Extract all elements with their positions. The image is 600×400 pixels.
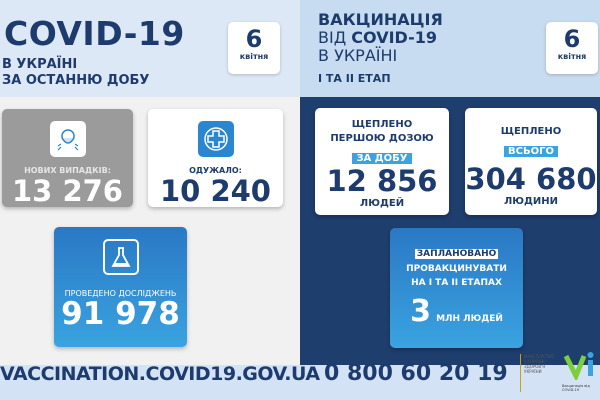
planned-amount: 3 МЛН ЛЮДЕЙ bbox=[390, 294, 523, 329]
recovered-card: ОДУЖАЛО: 10 240 bbox=[148, 109, 283, 207]
tests-card: ПРОВЕДЕНО ДОСЛІДЖЕНЬ 91 978 bbox=[54, 227, 187, 347]
flask-icon bbox=[102, 239, 139, 275]
total-vaccinated-card: ЩЕПЛЕНО ВСЬОГО 304 680 ЛЮДИНИ bbox=[465, 108, 597, 215]
tests-label: ПРОВЕДЕНО ДОСЛІДЖЕНЬ bbox=[64, 289, 177, 298]
date-month: квітня bbox=[239, 52, 269, 61]
date-month: квітня bbox=[557, 52, 587, 61]
total-value: 304 680 bbox=[465, 162, 597, 196]
vacc-title-line3: В УКРАЇНІ bbox=[318, 46, 398, 65]
total-highlight: ВСЬОГО bbox=[504, 146, 558, 157]
new-cases-card: НОВИХ ВИПАДКІВ: 13 276 bbox=[2, 109, 133, 207]
vaccination-logo-text: Вакцинація від COVID-19 bbox=[562, 384, 590, 392]
tests-value: 91 978 bbox=[61, 296, 180, 332]
page-title: COVID-19 bbox=[4, 14, 185, 53]
vacc-title-covid: COVID-19 bbox=[351, 28, 438, 47]
date-day: 6 bbox=[245, 25, 263, 53]
hotline-phone[interactable]: 0 800 60 20 19 bbox=[324, 361, 508, 386]
date-badge-left: 6 квітня bbox=[228, 22, 280, 74]
daily-unit: ЛЮДЕЙ bbox=[359, 198, 405, 209]
planned-highlight: ЗАПЛАНОВАНО bbox=[414, 249, 499, 259]
daily-line1: ЩЕПЛЕНО bbox=[351, 119, 413, 130]
total-line1: ЩЕПЛЕНО bbox=[500, 126, 562, 137]
vacc-title-line2: ВІД COVID-19 bbox=[318, 29, 437, 47]
vacc-title-line1: ВАКЦИНАЦІЯ bbox=[318, 10, 443, 29]
planned-unit: МЛН ЛЮДЕЙ bbox=[436, 314, 503, 324]
planned-card: ЗАПЛАНОВАНО ПРОВАКЦИНУВАТИ НА І ТА ІІ ЕТ… bbox=[390, 228, 523, 348]
subtitle-line1: В УКРАЇНІ bbox=[2, 57, 78, 72]
vacc-stage: І ТА ІІ ЕТАП bbox=[318, 72, 391, 85]
planned-value: 3 bbox=[410, 294, 431, 329]
person-mask-icon bbox=[49, 121, 86, 157]
vaccination-url-link[interactable]: VACCINATION.COVID19.GOV.UA bbox=[0, 363, 320, 385]
new-cases-label: НОВИХ ВИПАДКІВ: bbox=[24, 166, 111, 175]
medical-cross-icon bbox=[197, 121, 234, 157]
date-badge-right: 6 квітня bbox=[546, 22, 598, 74]
planned-line2: ПРОВАКЦИНУВАТИ bbox=[406, 264, 507, 274]
daily-line2: ПЕРШОЮ ДОЗОЮ bbox=[330, 133, 434, 144]
daily-value: 12 856 bbox=[326, 164, 438, 198]
subtitle-line2: ЗА ОСТАННЮ ДОБУ bbox=[2, 73, 150, 88]
footer bbox=[0, 365, 600, 400]
date-day: 6 bbox=[563, 25, 581, 53]
daily-highlight: ЗА ДОБУ bbox=[352, 153, 412, 164]
vacc-title-prefix: ВІД bbox=[318, 28, 352, 47]
recovered-label: ОДУЖАЛО: bbox=[189, 166, 242, 175]
recovered-value: 10 240 bbox=[160, 174, 271, 208]
vaccination-logo: Вакцинація від COVID-19 bbox=[562, 350, 600, 396]
new-cases-value: 13 276 bbox=[12, 174, 123, 208]
ministry-logo: МІНІСТЕРСТВО ОХОРОНИ ЗДОРОВ'Я УКРАЇНИ bbox=[520, 354, 554, 392]
planned-line3: НА І ТА ІІ ЕТАПАХ bbox=[411, 278, 502, 288]
total-unit: ЛЮДИНИ bbox=[503, 196, 559, 207]
daily-vaccinated-card: ЩЕПЛЕНО ПЕРШОЮ ДОЗОЮ ЗА ДОБУ 12 856 ЛЮДЕ… bbox=[315, 108, 449, 215]
